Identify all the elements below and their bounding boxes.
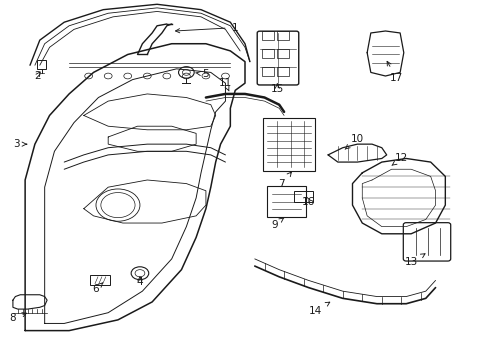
Text: 3: 3 <box>13 139 26 149</box>
Text: 17: 17 <box>387 61 403 83</box>
Bar <box>37 60 46 69</box>
Text: 9: 9 <box>271 218 284 230</box>
Text: 2: 2 <box>34 71 41 81</box>
Text: 1: 1 <box>175 23 239 33</box>
Text: 13: 13 <box>405 254 425 267</box>
Text: 15: 15 <box>270 84 284 94</box>
Text: 10: 10 <box>345 134 364 149</box>
Text: 4: 4 <box>137 277 143 287</box>
Text: 11: 11 <box>219 78 232 91</box>
Text: 14: 14 <box>309 302 330 316</box>
Text: 16: 16 <box>302 197 315 207</box>
Text: 12: 12 <box>392 153 408 165</box>
Bar <box>262 49 274 58</box>
Bar <box>294 191 314 202</box>
Text: 7: 7 <box>278 172 292 189</box>
Text: 6: 6 <box>93 283 102 294</box>
Bar <box>262 31 274 40</box>
Bar <box>262 67 274 76</box>
Text: 5: 5 <box>196 69 209 79</box>
Text: 8: 8 <box>10 313 26 323</box>
Bar <box>277 67 289 76</box>
Bar <box>277 31 289 40</box>
Bar <box>277 49 289 58</box>
